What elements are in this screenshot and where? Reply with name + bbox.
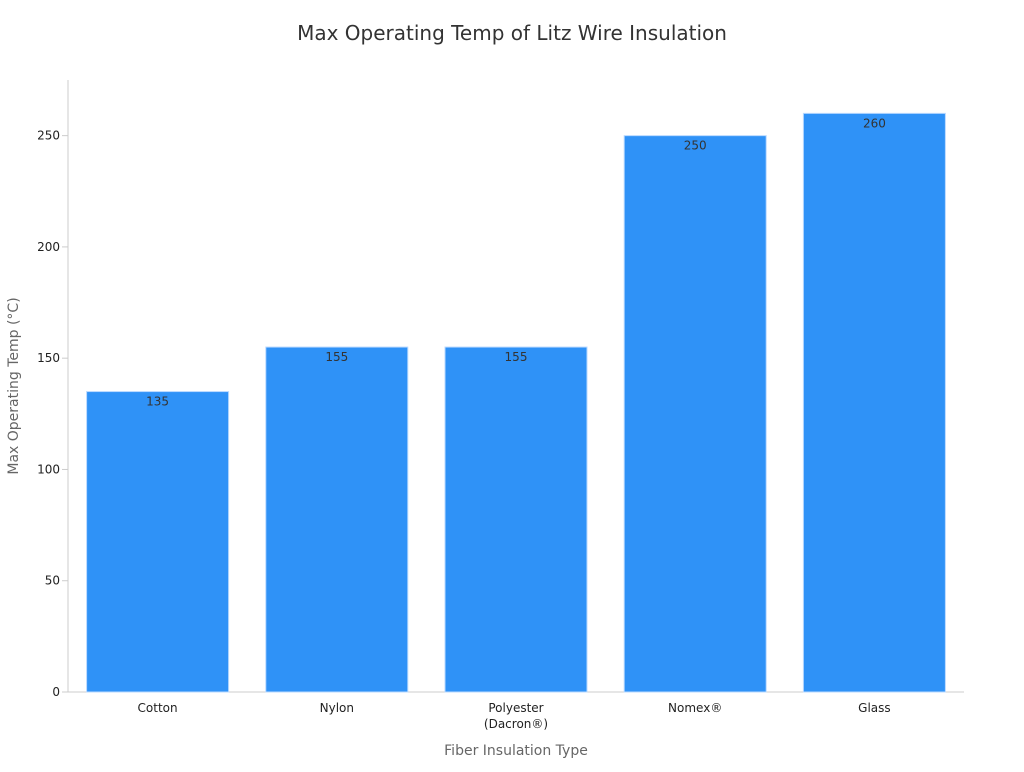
y-tick-label-1: 50 bbox=[45, 574, 60, 588]
data-label-3: 250 bbox=[684, 139, 707, 153]
y-tick-label-4: 200 bbox=[37, 240, 60, 254]
x-ticks: Cotton Nylon Polyester (Dacron®) Nomex® Glass bbox=[138, 701, 891, 731]
bar-2 bbox=[444, 346, 588, 693]
bar-0 bbox=[86, 391, 230, 693]
y-tick-label-2: 100 bbox=[37, 462, 60, 476]
x-tick-label-1: Nylon bbox=[320, 701, 354, 715]
x-tick-label-0: Cotton bbox=[138, 701, 178, 715]
data-label-4: 260 bbox=[863, 116, 886, 130]
x-tick-line: Nylon bbox=[320, 701, 354, 715]
data-label-2: 155 bbox=[505, 350, 528, 364]
y-tick-label-0: 0 bbox=[52, 685, 60, 699]
data-labels: 135 155 155 250 260 bbox=[146, 116, 886, 408]
y-tick-label-3: 150 bbox=[37, 351, 60, 365]
data-label-0: 135 bbox=[146, 395, 169, 409]
x-tick-label-4: Glass bbox=[858, 701, 891, 715]
x-tick-line: Cotton bbox=[138, 701, 178, 715]
bar-series bbox=[86, 112, 946, 693]
bar-3 bbox=[623, 135, 767, 693]
x-tick-line: Nomex® bbox=[668, 701, 722, 715]
x-tick-line: (Dacron®) bbox=[484, 717, 548, 731]
x-axis-title: Fiber Insulation Type bbox=[444, 743, 588, 759]
x-tick-line: Polyester bbox=[488, 701, 543, 715]
y-ticks: 0 50 100 150 200 250 bbox=[37, 129, 68, 699]
bar-1 bbox=[265, 346, 409, 693]
data-label-1: 155 bbox=[325, 350, 348, 364]
y-axis-title: Max Operating Temp (°C) bbox=[6, 297, 22, 474]
chart-title: Max Operating Temp of Litz Wire Insulati… bbox=[297, 21, 727, 45]
x-tick-label-3: Nomex® bbox=[668, 701, 722, 715]
bar-4 bbox=[802, 112, 946, 693]
x-tick-line: Glass bbox=[858, 701, 891, 715]
x-tick-label-2: Polyester (Dacron®) bbox=[484, 701, 548, 731]
y-tick-label-5: 250 bbox=[37, 129, 60, 143]
